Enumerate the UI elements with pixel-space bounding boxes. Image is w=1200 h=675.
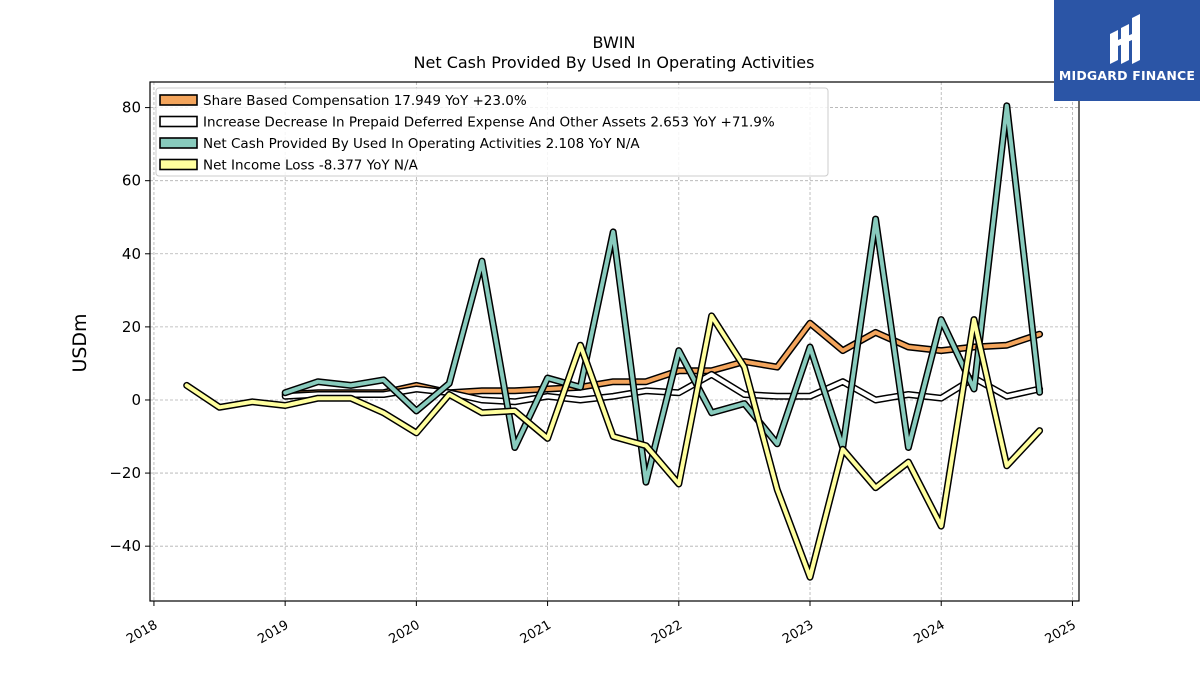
legend-label: Net Income Loss -8.377 YoY N/A xyxy=(203,158,419,174)
x-tick-label: 2024 xyxy=(911,618,947,648)
legend-box xyxy=(155,87,829,177)
legend-swatch xyxy=(159,137,198,149)
y-tick-label: −20 xyxy=(109,464,141,482)
chart-subtitle: Net Cash Provided By Used In Operating A… xyxy=(414,53,815,72)
y-tick-label: 40 xyxy=(122,245,141,263)
legend-label: Share Based Compensation 17.949 YoY +23.… xyxy=(203,93,527,109)
plot-frame xyxy=(149,81,1080,602)
legend-swatch xyxy=(159,115,198,128)
series-1 xyxy=(281,370,1044,406)
x-tick-label: 2023 xyxy=(780,618,816,648)
midgard-logo-icon xyxy=(1110,14,1140,64)
midgard-logo: MIDGARD FINANCE xyxy=(1054,0,1200,101)
chart-title: BWIN xyxy=(593,33,636,52)
y-tick-label: 80 xyxy=(122,99,141,117)
logo-text: MIDGARD FINANCE xyxy=(1058,68,1196,83)
x-tick-label: 2022 xyxy=(649,618,685,648)
y-tick-label: 0 xyxy=(131,391,141,409)
legend-swatch xyxy=(159,158,198,171)
x-tick-label: 2019 xyxy=(255,618,291,648)
series-line xyxy=(184,313,1042,580)
y-tick-label: 60 xyxy=(122,172,141,190)
x-tick-label: 2025 xyxy=(1043,618,1079,648)
series-3 xyxy=(183,312,1044,581)
series-line xyxy=(283,103,1042,485)
series-layer xyxy=(183,102,1044,581)
legend: Share Based Compensation 17.949 YoY +23.… xyxy=(155,87,829,177)
x-tick-label: 2020 xyxy=(387,618,423,648)
y-tick-label: −40 xyxy=(109,537,141,555)
series-2 xyxy=(281,102,1044,486)
legend-label: Net Cash Provided By Used In Operating A… xyxy=(203,136,640,152)
series-line xyxy=(283,372,1042,404)
legend-swatch xyxy=(159,94,198,106)
y-axis-label: USDm xyxy=(69,313,91,372)
y-tick-label: 20 xyxy=(122,318,141,336)
legend-label: Increase Decrease In Prepaid Deferred Ex… xyxy=(203,115,775,131)
x-tick-label: 2018 xyxy=(124,618,160,648)
x-tick-label: 2021 xyxy=(518,618,554,648)
